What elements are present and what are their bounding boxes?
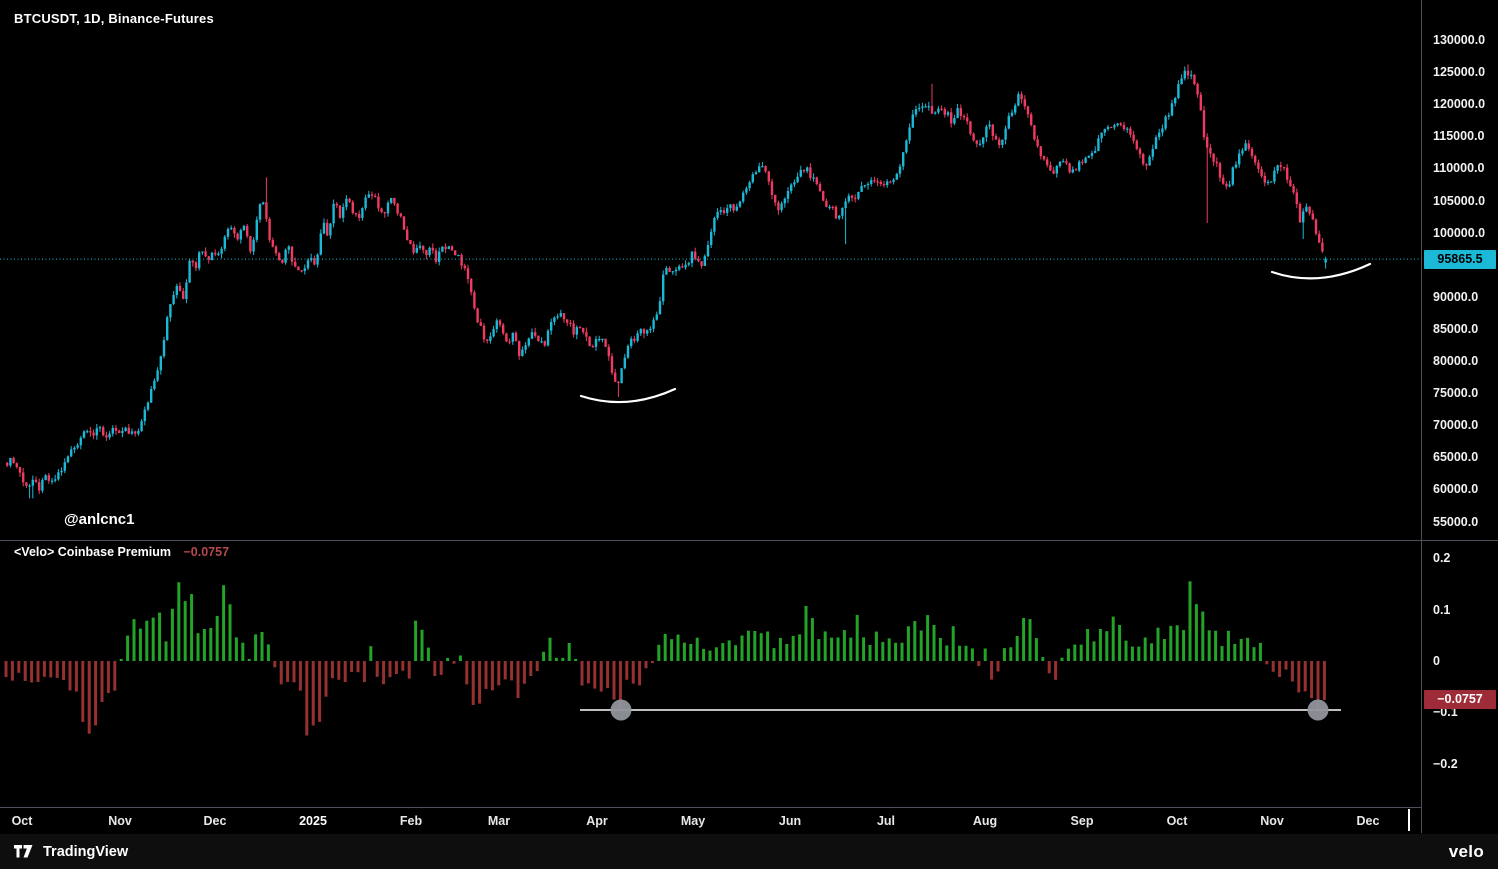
indicator-legend[interactable]: <Velo> Coinbase Premium −0.0757: [14, 545, 229, 559]
premium-tick-label: −0.2: [1433, 756, 1458, 771]
support-arc-2[interactable]: [1270, 262, 1372, 280]
price-tick-label: 125000.0: [1433, 65, 1486, 80]
indicator-name: <Velo> Coinbase Premium: [14, 545, 172, 559]
premium-value-badge: −0.0757: [1424, 690, 1496, 710]
time-label-month: May: [680, 814, 706, 828]
price-tick-label: 75000.0: [1433, 386, 1479, 401]
price-tick-label: 130000.0: [1433, 33, 1486, 47]
time-label-month: Oct: [11, 814, 33, 828]
time-label-month: Nov: [1260, 814, 1284, 828]
time-label-year: 2025: [299, 814, 327, 828]
price-scale[interactable]: 95865.5 −0.0757 130000.0 125000.0 120000.0…: [1421, 0, 1498, 833]
premium-tick-label: 0.2: [1433, 551, 1451, 566]
tradingview-logo[interactable]: TradingView: [14, 844, 128, 860]
time-label-month: Dec: [203, 814, 227, 828]
footer-bar: TradingView velo: [0, 834, 1498, 869]
time-label-month: Sep: [1070, 814, 1094, 828]
tradingview-label: TradingView: [43, 843, 129, 860]
price-tick-label: 85000.0: [1433, 321, 1479, 336]
time-scale[interactable]: Oct Nov Dec 2025 Feb Mar Apr May Jun Jul Aug Sep Oct…: [0, 807, 1421, 834]
time-label-month: Jun: [778, 814, 802, 828]
price-tick-label: 120000.0: [1433, 97, 1486, 112]
price-tick-label: 55000.0: [1433, 514, 1479, 529]
premium-tick-label: 0.1: [1433, 602, 1451, 617]
time-label-month: Dec: [1356, 814, 1380, 828]
time-label-month: Nov: [108, 814, 132, 828]
velo-logo[interactable]: velo: [1448, 841, 1484, 861]
tradingview-icon: [14, 845, 33, 858]
time-label-month: Feb: [399, 814, 423, 828]
watermark: @anlcnc1: [64, 511, 135, 528]
price-tick-label: 110000.0: [1433, 161, 1485, 176]
time-label-month: Oct: [1166, 814, 1188, 828]
time-label-month: Aug: [972, 814, 998, 828]
symbol-legend[interactable]: BTCUSDT, 1D, Binance-Futures: [14, 11, 214, 26]
price-tick-label: 115000.0: [1433, 129, 1485, 144]
time-scale-edge-mark: [1408, 809, 1410, 831]
time-label-month: Mar: [487, 814, 511, 828]
indicator-last-value: −0.0757: [183, 545, 230, 559]
time-label-month: Apr: [586, 814, 608, 828]
price-tick-label: 70000.0: [1433, 418, 1479, 433]
pane-divider[interactable]: [0, 540, 1498, 541]
last-price-badge: 95865.5: [1424, 249, 1496, 269]
price-tick-label: 105000.0: [1433, 193, 1486, 208]
premium-tick-label: 0: [1433, 654, 1440, 668]
price-tick-label: 60000.0: [1433, 482, 1479, 497]
coinbase-premium-histogram: [4, 581, 1326, 736]
candlestick-series: [6, 64, 1327, 499]
premium-trendline[interactable]: [580, 699, 1341, 721]
price-tick-label: 90000.0: [1433, 289, 1479, 304]
time-label-month: Jul: [876, 814, 896, 828]
price-tick-label: 100000.0: [1433, 225, 1486, 240]
support-arc-1[interactable]: [579, 387, 677, 404]
price-tick-label: 65000.0: [1433, 450, 1479, 465]
price-tick-label: 80000.0: [1433, 354, 1479, 368]
